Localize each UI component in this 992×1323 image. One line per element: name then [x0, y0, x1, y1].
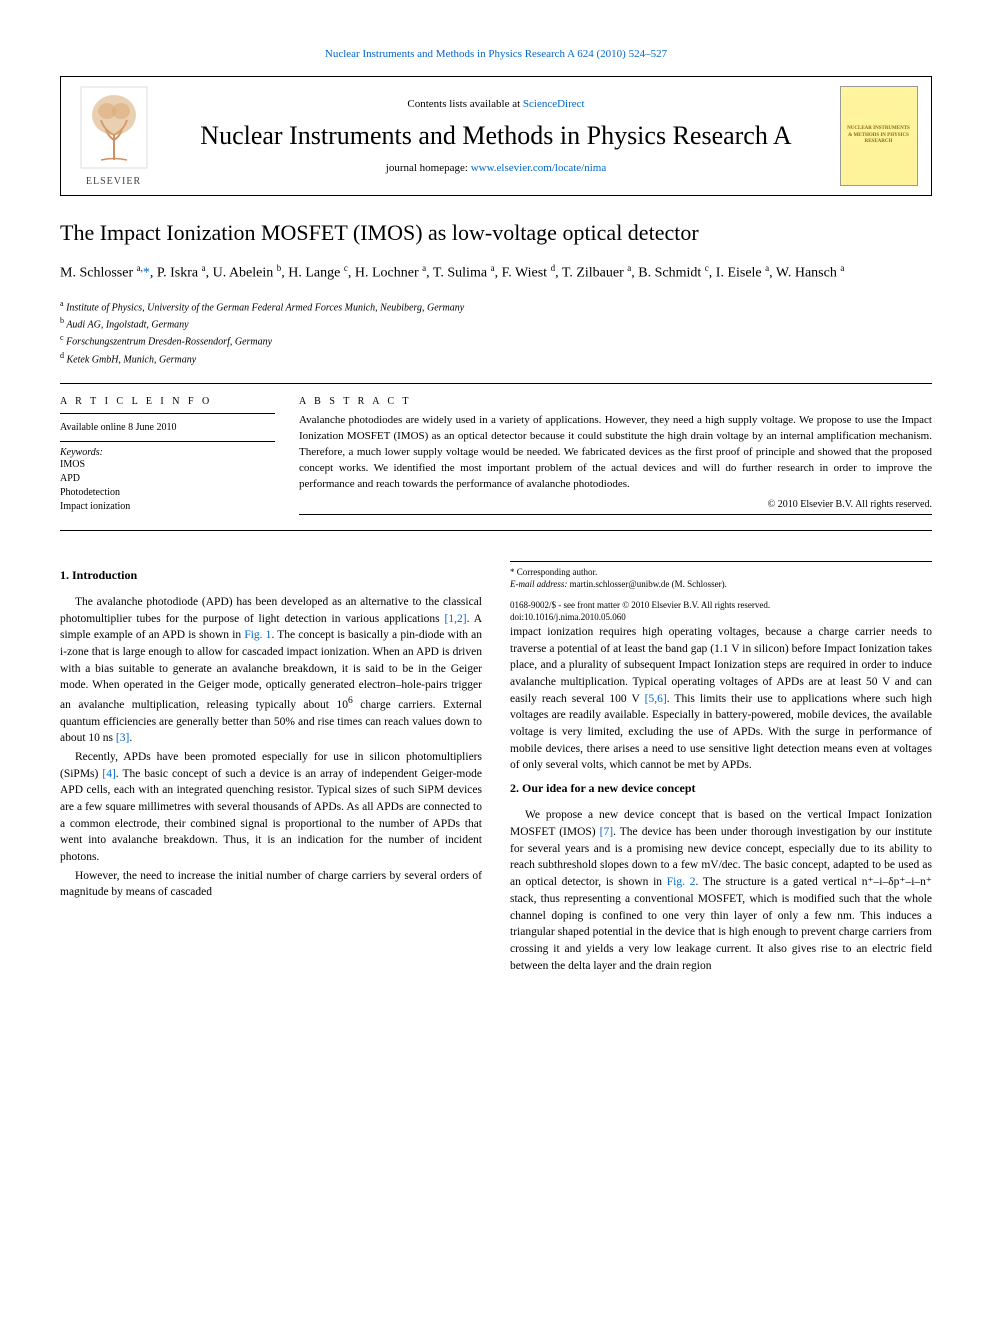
abstract-column: A B S T R A C T Avalanche photodiodes ar…	[299, 396, 932, 520]
keyword-item: APD	[60, 472, 275, 486]
citation-link[interactable]: [3]	[116, 732, 129, 744]
header-center: Contents lists available at ScienceDirec…	[166, 77, 826, 195]
abstract-text: Avalanche photodiodes are widely used in…	[299, 413, 932, 493]
journal-homepage-line: journal homepage: www.elsevier.com/locat…	[174, 162, 818, 174]
body-paragraph: We propose a new device concept that is …	[510, 807, 932, 974]
keywords-list: IMOSAPDPhotodetectionImpact ionization	[60, 458, 275, 514]
meta-abstract-row: A R T I C L E I N F O Available online 8…	[60, 396, 932, 520]
article-body: 1. Introduction The avalanche photodiode…	[60, 561, 932, 975]
email-address: martin.schlosser@unibw.de (M. Schlosser)…	[570, 579, 727, 589]
keyword-item: IMOS	[60, 458, 275, 472]
doi-block: 0168-9002/$ - see front matter © 2010 El…	[510, 599, 932, 624]
available-online-date: Available online 8 June 2010	[60, 419, 275, 436]
body-paragraph: The avalanche photodiode (APD) has been …	[60, 594, 482, 747]
footnotes-block: * Corresponding author. E-mail address: …	[510, 561, 932, 591]
body-paragraph: impact ionization requires high operatin…	[510, 624, 932, 774]
publisher-name: ELSEVIER	[86, 176, 141, 187]
thin-rule	[60, 413, 275, 414]
article-info-label: A R T I C L E I N F O	[60, 396, 275, 407]
abstract-label: A B S T R A C T	[299, 396, 932, 407]
article-title: The Impact Ionization MOSFET (IMOS) as l…	[60, 220, 932, 246]
keyword-item: Photodetection	[60, 486, 275, 500]
body-text: .	[129, 732, 132, 744]
citation-link[interactable]: [4]	[102, 768, 115, 780]
doi-line: doi:10.1016/j.nima.2010.05.060	[510, 611, 932, 624]
keywords-label: Keywords:	[60, 447, 275, 458]
left-column-footer: * Corresponding author. E-mail address: …	[510, 561, 932, 624]
journal-cover-area: NUCLEAR INSTRUMENTS & METHODS IN PHYSICS…	[826, 77, 931, 195]
citation-link[interactable]: [7]	[600, 826, 613, 838]
sciencedirect-link[interactable]: ScienceDirect	[523, 98, 585, 110]
article-info-column: A R T I C L E I N F O Available online 8…	[60, 396, 275, 520]
body-text: The avalanche photodiode (APD) has been …	[60, 596, 482, 625]
homepage-link[interactable]: www.elsevier.com/locate/nima	[471, 162, 607, 174]
body-paragraph: However, the need to increase the initia…	[60, 868, 482, 901]
affiliation-item: b Audi AG, Ingolstadt, Germany	[60, 315, 932, 332]
top-volume-info: 624 (2010) 524–527	[577, 48, 667, 60]
figure-link[interactable]: Fig. 1	[244, 629, 271, 641]
section-2-heading: 2. Our idea for a new device concept	[510, 780, 932, 797]
journal-header-box: ELSEVIER Contents lists available at Sci…	[60, 76, 932, 196]
homepage-prefix: journal homepage:	[386, 162, 468, 174]
thin-rule	[299, 514, 932, 515]
citation-link[interactable]: [5,6]	[645, 693, 667, 705]
issn-line: 0168-9002/$ - see front matter © 2010 El…	[510, 599, 932, 612]
keyword-item: Impact ionization	[60, 500, 275, 514]
thin-rule	[60, 441, 275, 442]
separator-rule	[60, 530, 932, 531]
figure-link[interactable]: Fig. 2	[667, 876, 696, 888]
section-1-heading: 1. Introduction	[60, 567, 482, 584]
contents-prefix: Contents lists available at	[407, 98, 520, 110]
top-journal-name: Nuclear Instruments and Methods in Physi…	[325, 48, 575, 60]
citation-link[interactable]: [1,2]	[445, 613, 467, 625]
journal-cover-thumbnail: NUCLEAR INSTRUMENTS & METHODS IN PHYSICS…	[840, 86, 918, 186]
affiliations-list: a Institute of Physics, University of th…	[60, 298, 932, 367]
authors-list: M. Schlosser a,*, P. Iskra a, U. Abelein…	[60, 262, 932, 284]
affiliation-item: c Forschungszentrum Dresden-Rossendorf, …	[60, 332, 932, 349]
top-citation-link[interactable]: Nuclear Instruments and Methods in Physi…	[60, 48, 932, 60]
corresponding-author-note: * Corresponding author.	[510, 566, 932, 579]
separator-rule	[60, 383, 932, 384]
abstract-copyright: © 2010 Elsevier B.V. All rights reserved…	[299, 499, 932, 510]
body-text: . The structure is a gated vertical n⁺–i…	[510, 876, 932, 971]
affiliation-item: d Ketek GmbH, Munich, Germany	[60, 350, 932, 367]
publisher-logo-area: ELSEVIER	[61, 77, 166, 195]
email-label: E-mail address:	[510, 579, 567, 589]
body-text: . The basic concept of such a device is …	[60, 768, 482, 863]
body-text: However, the need to increase the initia…	[60, 870, 482, 899]
body-paragraph: Recently, APDs have been promoted especi…	[60, 749, 482, 866]
elsevier-tree-icon	[79, 85, 149, 170]
affiliation-item: a Institute of Physics, University of th…	[60, 298, 932, 315]
contents-available-line: Contents lists available at ScienceDirec…	[174, 98, 818, 110]
journal-title: Nuclear Instruments and Methods in Physi…	[174, 120, 818, 151]
email-line: E-mail address: martin.schlosser@unibw.d…	[510, 578, 932, 591]
page-container: Nuclear Instruments and Methods in Physi…	[0, 0, 992, 1323]
